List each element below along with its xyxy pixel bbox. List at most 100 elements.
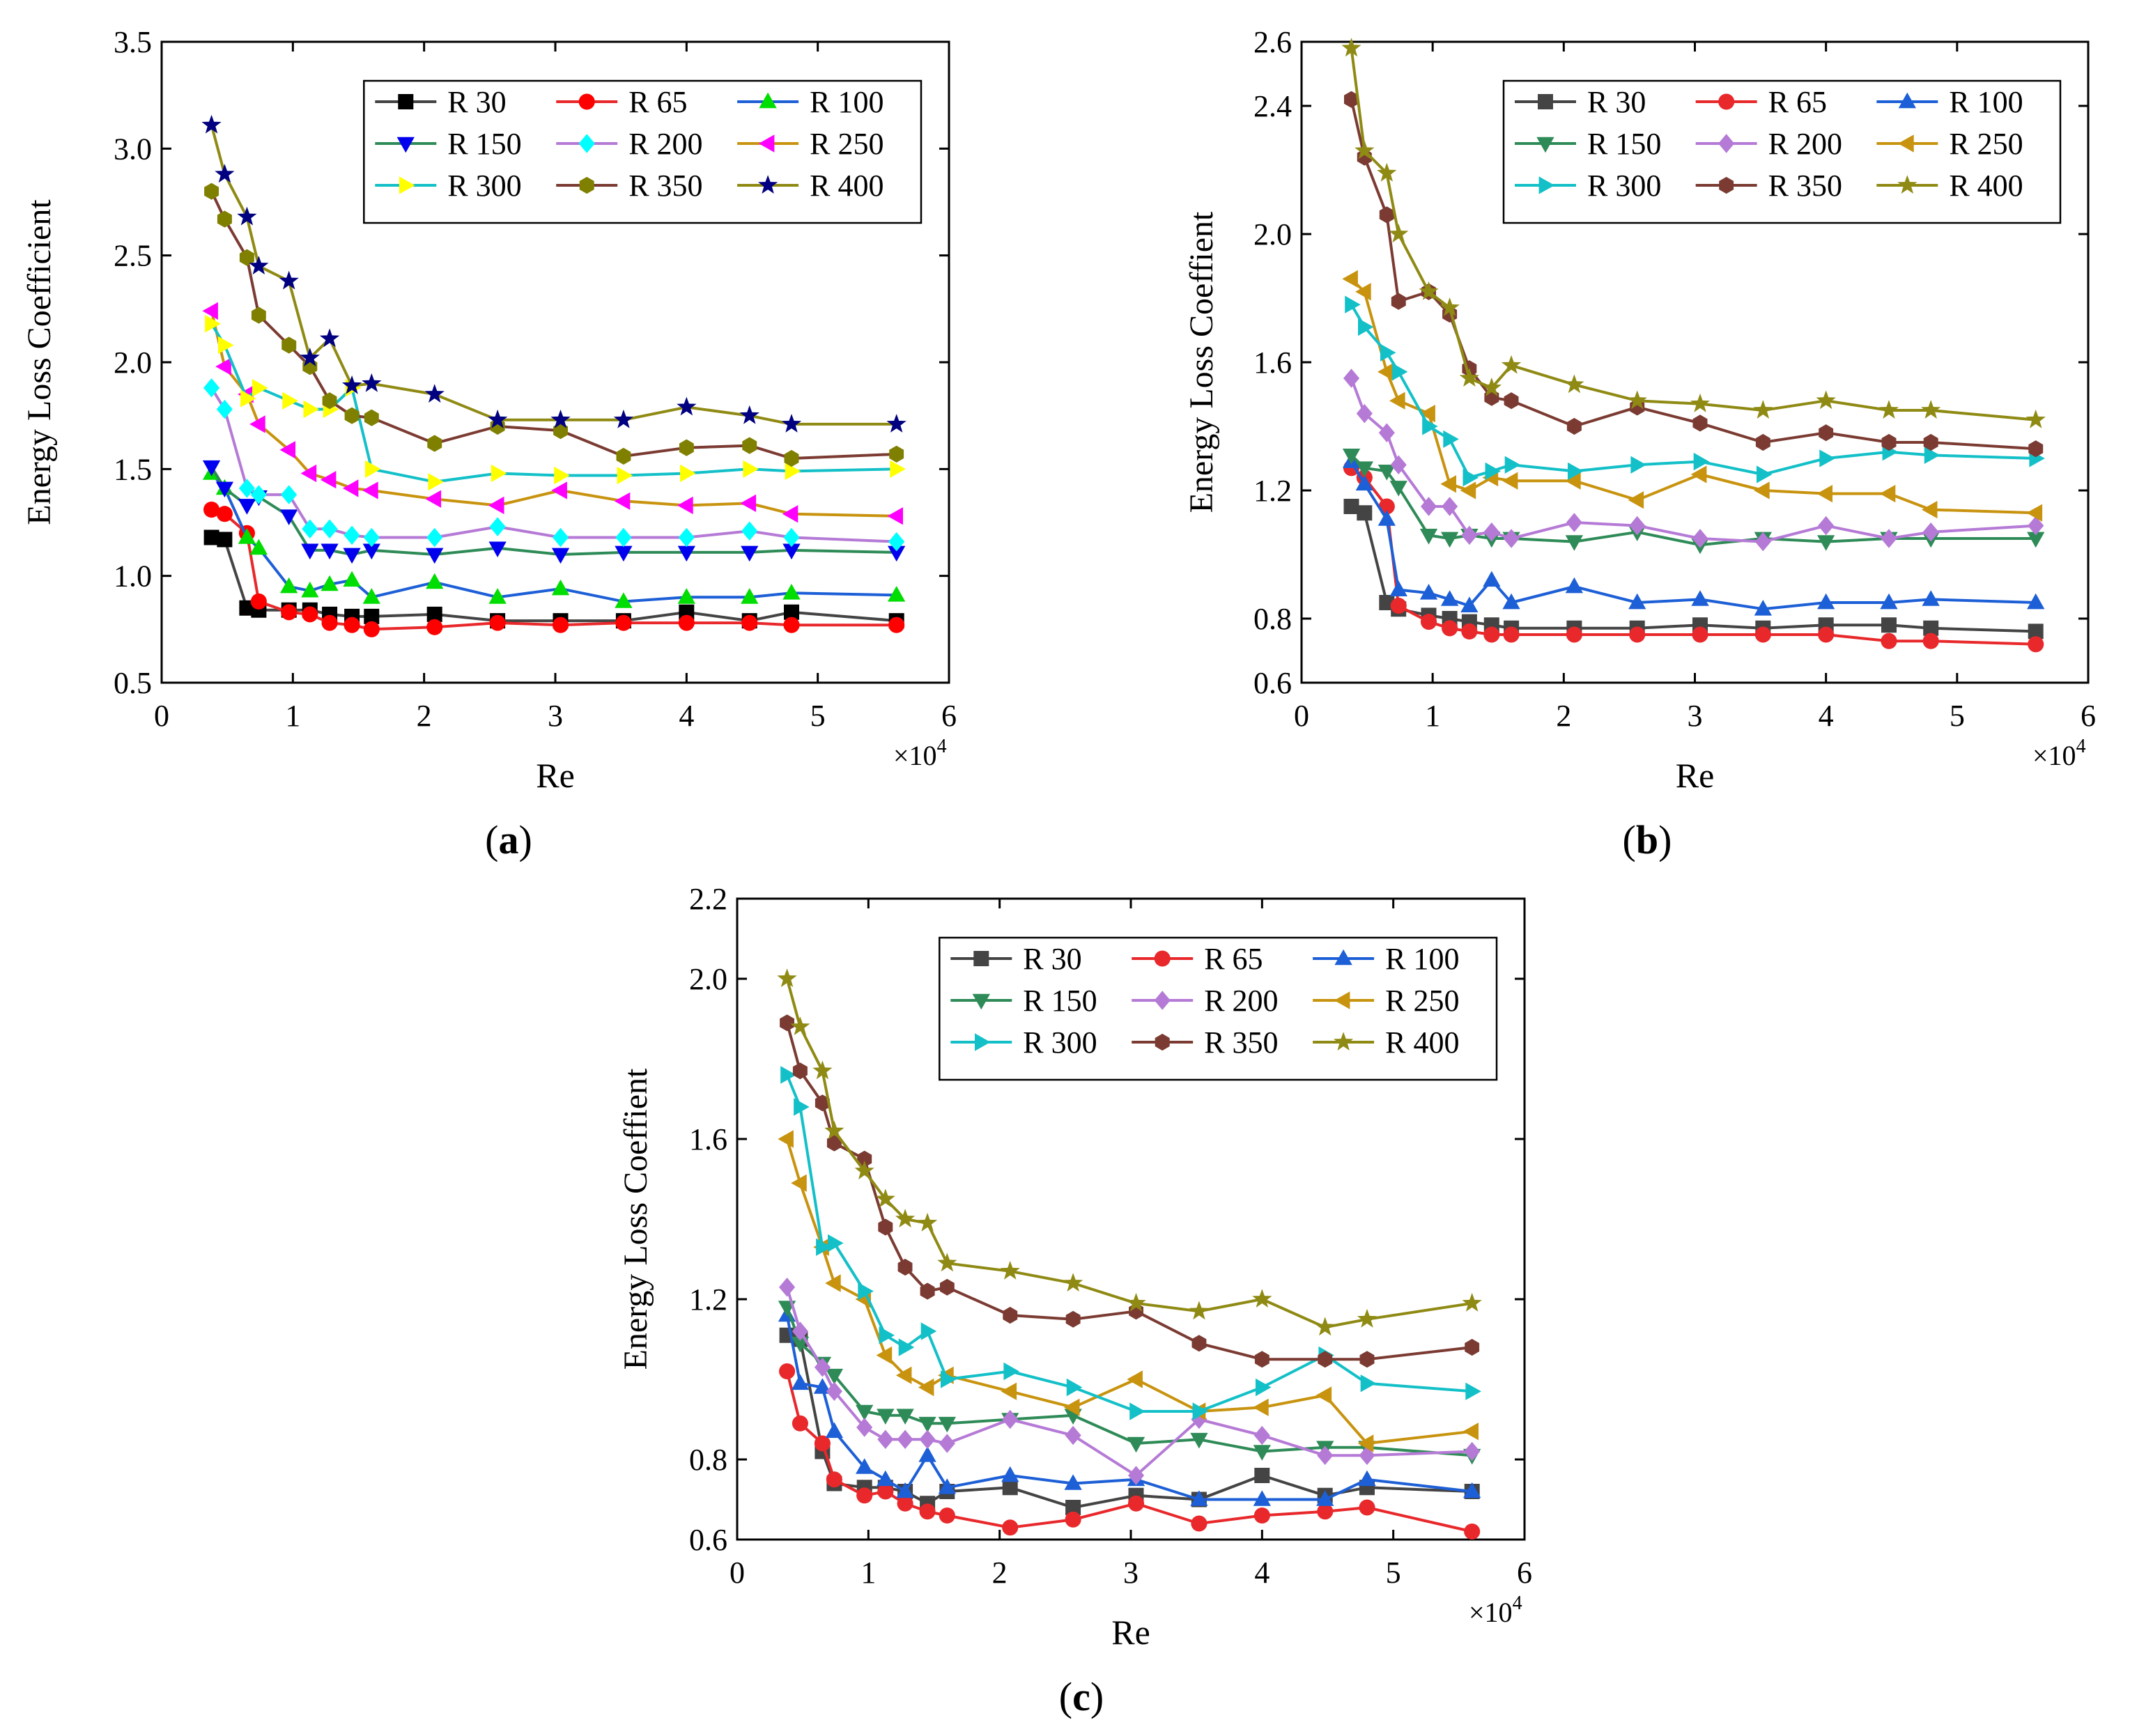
data-point <box>856 1404 874 1421</box>
legend-label: R 150 <box>1023 984 1097 1018</box>
legend-marker <box>1334 949 1352 966</box>
data-point <box>2025 409 2046 428</box>
data-point <box>1464 1523 1481 1540</box>
data-point <box>1692 414 1708 432</box>
data-point <box>1377 510 1396 526</box>
data-point <box>888 545 906 562</box>
y-tick-label: 2.0 <box>689 962 727 996</box>
y-tick-label: 1.2 <box>1253 474 1292 508</box>
data-point <box>1191 1515 1207 1532</box>
data-point <box>1191 1335 1207 1352</box>
chart-panel-3: 0 1 2 3 4 5 6 0.6 0.8 1.2 1.6 2.0 2.2 Re Energy Loss C… <box>617 882 1532 1719</box>
data-point <box>1318 1351 1333 1368</box>
data-point <box>1343 499 1359 514</box>
data-point <box>489 614 506 631</box>
y-axis-label: Energy Loss Coefficient <box>21 199 58 525</box>
data-point <box>781 414 802 433</box>
data-point <box>1922 633 1939 649</box>
data-point <box>553 527 569 548</box>
legend-item: R 300 <box>950 1025 1097 1060</box>
data-point <box>615 527 632 548</box>
legend-marker <box>398 94 414 109</box>
data-point <box>813 1378 832 1394</box>
data-point <box>1253 1445 1271 1461</box>
data-point <box>815 1094 830 1112</box>
legend: R 30 R 65 R 100 R 150 R 200 R 250 R 300 R 350 R … <box>939 936 1498 1081</box>
data-point <box>1065 1511 1081 1528</box>
legend-marker <box>399 176 415 194</box>
legend-label: R 30 <box>447 85 506 119</box>
data-point <box>939 1278 955 1296</box>
data-point <box>1880 593 1898 610</box>
data-point <box>1253 1398 1269 1416</box>
data-point <box>1419 529 1438 545</box>
data-point <box>877 1470 895 1487</box>
data-point <box>1000 1260 1020 1280</box>
x-tick-label: 2 <box>1556 699 1571 733</box>
data-point <box>1460 481 1476 499</box>
data-point <box>1691 590 1709 606</box>
data-point <box>551 579 570 596</box>
series-r300 <box>780 1066 1481 1420</box>
data-point <box>1377 162 1397 182</box>
data-point <box>1503 626 1520 643</box>
data-point <box>939 1434 955 1453</box>
data-point <box>426 548 444 564</box>
data-point <box>424 384 445 403</box>
data-point <box>875 1188 895 1208</box>
data-point <box>1459 368 1479 387</box>
legend-label: R 350 <box>628 169 702 203</box>
data-point <box>826 1471 842 1488</box>
data-point <box>1465 1382 1481 1400</box>
series-r200 <box>203 378 905 552</box>
data-point <box>215 481 233 498</box>
legend-item: R 400 <box>1313 1025 1459 1060</box>
legend-marker <box>1536 137 1554 153</box>
data-point <box>491 464 507 483</box>
x-multiplier-base: ×10 <box>893 740 937 771</box>
legend-marker <box>1719 176 1734 194</box>
data-point <box>205 315 221 333</box>
data-point <box>280 577 298 594</box>
data-point <box>1357 1308 1377 1328</box>
data-point <box>1003 1306 1018 1324</box>
x-multiplier-base: ×10 <box>1469 1597 1513 1628</box>
legend-marker <box>1154 991 1171 1010</box>
legend-label: R 30 <box>1587 85 1646 119</box>
data-point <box>814 1358 831 1377</box>
x-tick-label: 6 <box>941 699 957 733</box>
legend-marker <box>972 993 990 1010</box>
data-point <box>1440 297 1460 316</box>
data-point <box>1566 513 1582 532</box>
data-point <box>879 1326 895 1344</box>
data-point <box>1063 1398 1080 1416</box>
legend-item: R 30 <box>950 942 1082 976</box>
legend-label: R 100 <box>1385 942 1459 976</box>
data-point <box>897 1495 913 1512</box>
data-point <box>1064 1474 1082 1490</box>
series-r300 <box>1345 295 2045 487</box>
data-point <box>1462 1292 1482 1312</box>
legend-label: R 400 <box>1385 1025 1459 1060</box>
data-point <box>1378 423 1395 442</box>
legend-item: R 65 <box>1695 85 1827 119</box>
data-point <box>741 588 759 604</box>
panel-label: (c) <box>1059 1674 1104 1719</box>
data-point <box>1359 1446 1375 1465</box>
series-r400 <box>1341 38 2046 428</box>
data-point <box>1566 626 1582 643</box>
legend-item: R 200 <box>1132 984 1279 1018</box>
data-point <box>1565 472 1581 490</box>
data-point <box>203 529 219 545</box>
data-point <box>1253 1490 1271 1506</box>
legend-marker <box>1897 175 1917 194</box>
data-point <box>780 1014 794 1032</box>
data-point <box>1377 465 1396 481</box>
data-point <box>1628 593 1646 610</box>
data-point <box>425 490 442 508</box>
data-point <box>1463 1423 1479 1441</box>
data-point <box>814 1435 831 1452</box>
data-point <box>794 1098 810 1116</box>
data-point <box>939 1507 955 1524</box>
legend-label: R 250 <box>1385 984 1459 1018</box>
